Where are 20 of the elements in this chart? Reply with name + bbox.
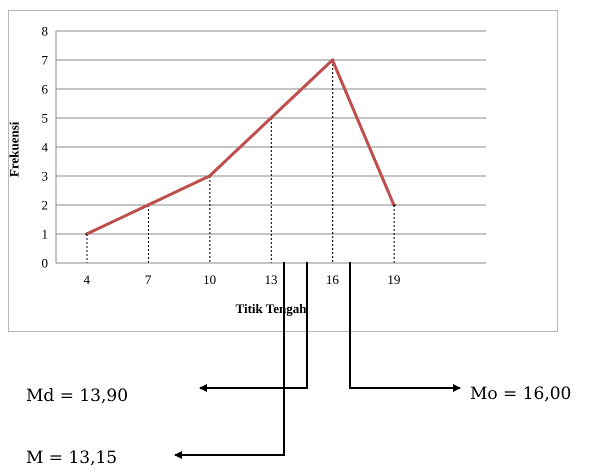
- y-tick-label: 3: [42, 168, 48, 184]
- x-tick-label: 4: [83, 272, 90, 288]
- x-tick-label: 16: [326, 272, 340, 288]
- y-tick-label: 4: [42, 140, 48, 155]
- line-series: [85, 58, 396, 236]
- x-tick-label: 10: [203, 272, 216, 288]
- text: Md = 13,90: [26, 386, 128, 406]
- x-tick-label: 19: [387, 272, 400, 288]
- y-tick-label: 8: [42, 24, 48, 39]
- x-tick-label: 7: [144, 272, 152, 288]
- y-tick-label: 7: [42, 52, 48, 68]
- y-tick-label: 5: [42, 110, 48, 126]
- text: Mo = 16,00: [470, 384, 572, 404]
- y-axis-title: Frekuensi: [6, 121, 22, 177]
- y-tick-label: 1: [42, 226, 48, 242]
- y-tick-label: 0: [42, 256, 48, 271]
- y-tick-label: 2: [42, 198, 48, 213]
- x-tick-label: 13: [264, 272, 278, 288]
- text: M = 13,15: [26, 448, 118, 468]
- y-tick-label: 6: [42, 82, 48, 97]
